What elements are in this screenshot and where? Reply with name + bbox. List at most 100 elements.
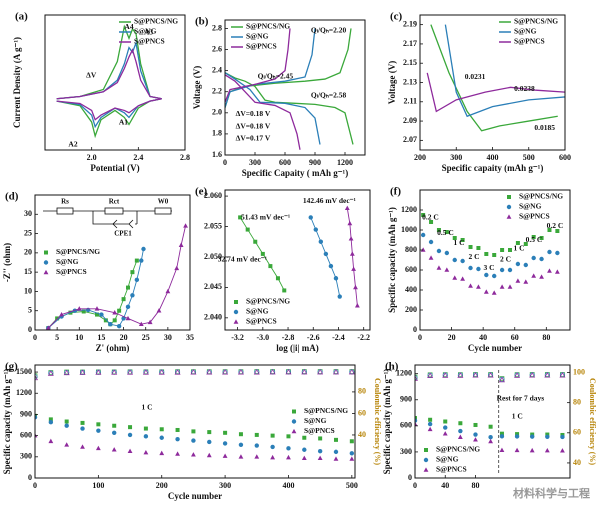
annotation: 1 C — [141, 403, 152, 412]
marker-triangle — [45, 325, 51, 330]
x-tick-label: 600 — [559, 153, 571, 162]
annotation: 1 C — [513, 244, 524, 253]
panel-label: (c) — [390, 11, 403, 23]
x-axis-label: Potential (V) — [90, 163, 139, 173]
marker-circle — [506, 204, 512, 210]
annotation: Qₗ/Qₕ=2.45 — [258, 71, 294, 80]
marker-triangle — [539, 274, 544, 279]
x-tick-label: 300 — [450, 153, 462, 162]
panel: (a) 2.0 2.4 2.8 Potential (V) Current Density… — [12, 11, 190, 174]
annotation: Rest for 7 days — [497, 394, 545, 403]
x-tick-label: 1200 — [337, 158, 353, 167]
marker-triangle — [79, 369, 86, 375]
y2-tick-label: 80 — [573, 397, 581, 406]
marker-triangle — [506, 214, 512, 219]
marker-triangle — [514, 447, 520, 453]
marker-triangle — [254, 454, 260, 459]
legend-label: S@NG — [436, 455, 459, 464]
x-axis-label: Z' (ohm) — [96, 343, 130, 353]
marker-square — [95, 312, 99, 317]
y-tick-label: 5 — [28, 306, 32, 315]
marker-square — [515, 241, 520, 245]
marker-triangle — [206, 368, 213, 375]
marker-circle — [318, 239, 324, 244]
marker-triangle — [444, 267, 450, 272]
marker-square — [143, 426, 148, 431]
annotation: 0.2 C — [547, 221, 564, 230]
marker-circle — [323, 251, 329, 257]
x-axis-label: log (|i| mA) — [276, 343, 318, 353]
legend-label: S@PNCS/NG — [246, 22, 290, 31]
marker-circle — [333, 276, 339, 281]
marker-circle — [547, 249, 552, 255]
panel-label: (e) — [195, 186, 208, 198]
annotation: 0.2 C — [422, 213, 439, 222]
marker-circle — [125, 304, 131, 310]
marker-circle — [452, 257, 457, 263]
marker-circle — [35, 374, 38, 380]
y-tick-label: 2.2 — [212, 87, 222, 96]
circuit-branch — [92, 211, 138, 225]
x-tick-label: 15 — [97, 333, 105, 342]
annotation: Qₗ/Qₕ=2.58 — [311, 90, 347, 99]
marker-circle — [96, 428, 101, 433]
marker-triangle — [476, 284, 481, 289]
x-tick-label: 900 — [309, 158, 321, 167]
annotation: A1 — [119, 118, 128, 127]
marker-triangle — [499, 284, 505, 289]
marker-triangle — [35, 433, 38, 438]
annotation: 0.0238 — [514, 84, 535, 93]
circuit-label: W0 — [158, 198, 169, 206]
marker-square — [458, 421, 463, 426]
marker-circle — [233, 309, 239, 315]
marker-circle — [35, 415, 38, 420]
marker-square — [500, 248, 505, 252]
y2-tick-label: 80 — [358, 387, 366, 396]
panel: (h) 0 40 80 0 300 600 900 1200 40 60 80 100 Specific … — [382, 361, 597, 500]
y-tick-label: 30 — [24, 209, 32, 218]
x-tick-label: -2.6 — [307, 333, 320, 342]
y-tick-label: 200 — [405, 305, 417, 314]
x-tick-label: 400 — [487, 153, 499, 162]
axes-frame — [224, 19, 366, 156]
marker-triangle — [554, 269, 560, 274]
legend-label: S@PNCS — [514, 37, 545, 46]
marker-triangle — [333, 456, 339, 461]
marker-circle — [499, 434, 505, 439]
marker-square — [64, 419, 69, 424]
marker-square — [424, 448, 428, 452]
y-tick-label: 0 — [28, 325, 32, 334]
annotation: ΔV=0.17 V — [236, 134, 271, 143]
marker-triangle — [35, 374, 38, 381]
circuit-cpe — [112, 219, 134, 229]
marker-circle — [291, 419, 297, 424]
marker-triangle — [165, 288, 171, 294]
marker-triangle — [488, 438, 494, 444]
marker-circle — [476, 266, 481, 272]
x-tick-label: 500 — [523, 153, 535, 162]
marker-square — [488, 424, 493, 429]
y-tick-label: 2.13 — [403, 77, 417, 86]
marker-triangle — [143, 449, 149, 455]
x-tick-label: 35 — [186, 333, 194, 342]
y-tick-label: 2.055 — [204, 221, 222, 230]
annotation: 32.74 mV dec⁻¹ — [218, 255, 267, 264]
legend-label: S@PNCS — [134, 37, 165, 46]
marker-circle — [545, 434, 550, 439]
marker-triangle — [427, 372, 434, 378]
marker-circle — [313, 227, 318, 232]
marker-triangle — [491, 290, 497, 295]
marker-circle — [473, 432, 478, 437]
marker-triangle — [415, 421, 418, 426]
marker-circle — [141, 246, 146, 252]
marker-triangle — [48, 438, 54, 444]
marker-square — [159, 427, 164, 432]
marker-square — [238, 432, 243, 437]
marker-triangle — [127, 448, 133, 453]
y2-tick-label: 40 — [573, 458, 581, 467]
marker-triangle — [76, 306, 82, 311]
legend-label: S@NG — [519, 202, 542, 211]
marker-square — [333, 437, 338, 442]
watermark: 材料科学与工程 — [513, 486, 590, 500]
